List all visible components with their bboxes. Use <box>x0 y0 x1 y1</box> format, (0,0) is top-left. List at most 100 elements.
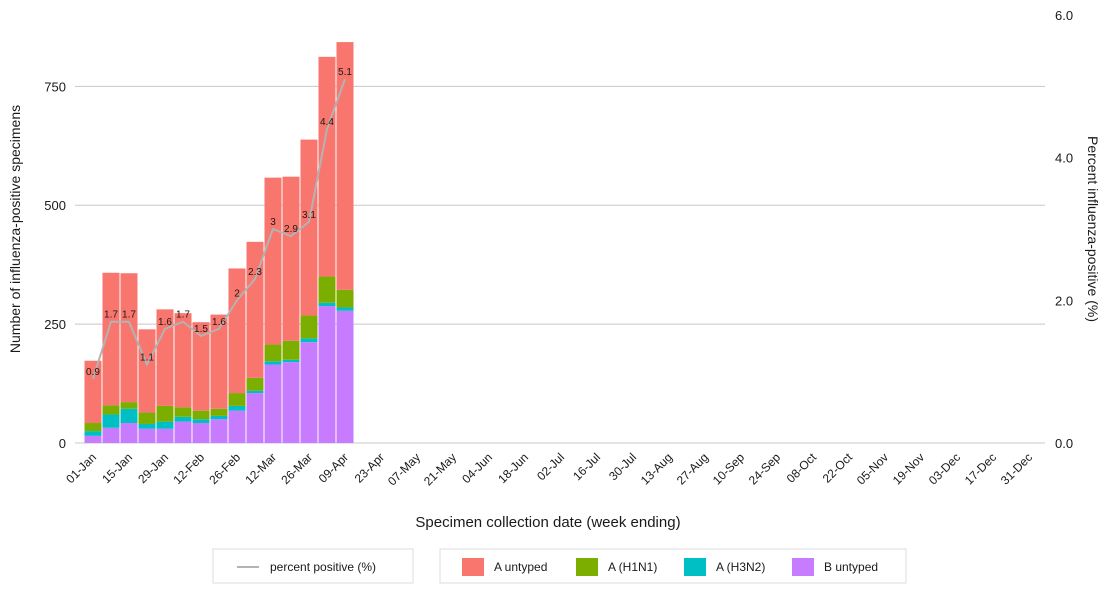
data-label: 5.1 <box>338 67 352 78</box>
bar-segment <box>84 431 102 436</box>
bar-segment <box>120 423 138 443</box>
data-label: 1.7 <box>122 310 136 321</box>
x-tick-label: 26-Feb <box>206 450 243 487</box>
bar-segment <box>192 322 210 411</box>
x-tick-label: 29-Jan <box>135 450 171 486</box>
legend-label: A (H3N2) <box>716 560 765 574</box>
bar-segment <box>336 310 354 443</box>
x-tick-label: 18-Jun <box>495 450 531 486</box>
x-tick-label: 23-Apr <box>352 450 387 485</box>
percent-line <box>92 78 346 380</box>
data-label: 4.4 <box>320 117 334 128</box>
x-tick-label: 12-Feb <box>170 450 207 487</box>
bar-segment <box>318 56 336 277</box>
bar-segment <box>228 410 246 443</box>
bar-segment <box>210 415 228 420</box>
bar-segment <box>228 405 246 411</box>
legend-swatch <box>576 558 598 576</box>
x-axis-title: Specimen collection date (week ending) <box>415 514 680 531</box>
bar-segment <box>102 414 120 428</box>
x-tick-label: 09-Apr <box>316 450 351 485</box>
bar-segment <box>282 359 300 363</box>
x-tick-label: 13-Aug <box>638 450 675 487</box>
x-tick-label: 19-Nov <box>890 450 927 487</box>
x-tick-label: 17-Dec <box>962 450 999 487</box>
bar-segment <box>228 393 246 406</box>
bar-segment <box>300 342 318 443</box>
y-tick-label: 0 <box>59 436 66 451</box>
bar-segment <box>264 344 282 362</box>
bar-segment <box>138 329 156 413</box>
bar-segment <box>210 314 228 409</box>
data-label: 3 <box>270 217 276 228</box>
y2-tick-label: 2.0 <box>1055 293 1073 308</box>
y-tick-label: 500 <box>44 198 66 213</box>
data-label: 0.9 <box>86 367 100 378</box>
data-label: 2.9 <box>284 224 298 235</box>
bar-segment <box>174 313 192 408</box>
bar-segment <box>138 423 156 429</box>
legend-label: B untyped <box>824 560 878 574</box>
y-axis-title: Number of influenza-positive specimens <box>7 105 23 353</box>
x-tick-label: 16-Jul <box>570 450 603 483</box>
y2-axis-title: Percent influenza-positive (%) <box>1085 136 1101 322</box>
x-tick-label: 30-Jul <box>606 450 639 483</box>
legend-label: percent positive (%) <box>270 560 376 574</box>
bar-segment <box>336 289 354 308</box>
bar-segment <box>264 177 282 345</box>
bar-segment <box>318 302 336 307</box>
x-tick-label: 31-Dec <box>998 450 1035 487</box>
bar-segment <box>174 416 192 422</box>
legend-swatch <box>684 558 706 576</box>
bar-segment <box>120 402 138 409</box>
bar-segment <box>264 364 282 443</box>
bar-segment <box>318 306 336 443</box>
legend-swatch <box>462 558 484 576</box>
bar-segment <box>228 268 246 394</box>
x-tick-label: 21-May <box>421 450 459 488</box>
bar-segment <box>84 435 102 443</box>
bar-segment <box>264 361 282 365</box>
x-tick-label: 24-Sep <box>746 450 783 487</box>
x-tick-label: 03-Dec <box>926 450 963 487</box>
bar-segment <box>138 412 156 424</box>
x-tick-label: 07-May <box>385 450 423 488</box>
x-tick-label: 08-Oct <box>784 450 820 486</box>
bar-segment <box>120 273 138 403</box>
bar-segment <box>156 421 174 429</box>
x-tick-label: 02-Jul <box>534 450 567 483</box>
bar-segment <box>300 338 318 343</box>
bar-segment <box>174 407 192 417</box>
data-label: 1.5 <box>194 324 208 335</box>
bar-segment <box>156 405 174 422</box>
bar-segment <box>192 423 210 443</box>
bar-segment <box>156 428 174 443</box>
bar-segment <box>336 42 354 290</box>
x-tick-label: 12-Mar <box>242 450 279 487</box>
bar-segment <box>318 276 336 303</box>
bar-segment <box>300 139 318 316</box>
x-tick-label: 01-Jan <box>63 450 99 486</box>
x-tick-label: 04-Jun <box>459 450 495 486</box>
data-label: 1.6 <box>212 317 226 328</box>
bar-segment <box>138 428 156 443</box>
data-label: 2 <box>234 288 240 299</box>
data-label: 3.1 <box>302 210 316 221</box>
bar-segment <box>174 421 192 443</box>
data-label: 1.1 <box>140 353 154 364</box>
bar-segment <box>336 307 354 311</box>
x-tick-label: 27-Aug <box>674 450 711 487</box>
bar-segment <box>246 241 264 378</box>
bar-segment <box>210 408 228 416</box>
x-tick-label: 22-Oct <box>820 450 856 486</box>
data-label: 1.7 <box>104 310 118 321</box>
data-label: 1.7 <box>176 310 190 321</box>
x-tick-label: 05-Nov <box>854 450 891 487</box>
y-tick-label: 250 <box>44 317 66 332</box>
x-tick-label: 26-Mar <box>278 450 315 487</box>
bar-segment <box>84 360 102 424</box>
bar-segment <box>102 405 120 415</box>
legend-swatch <box>792 558 814 576</box>
y-tick-label: 750 <box>44 79 66 94</box>
